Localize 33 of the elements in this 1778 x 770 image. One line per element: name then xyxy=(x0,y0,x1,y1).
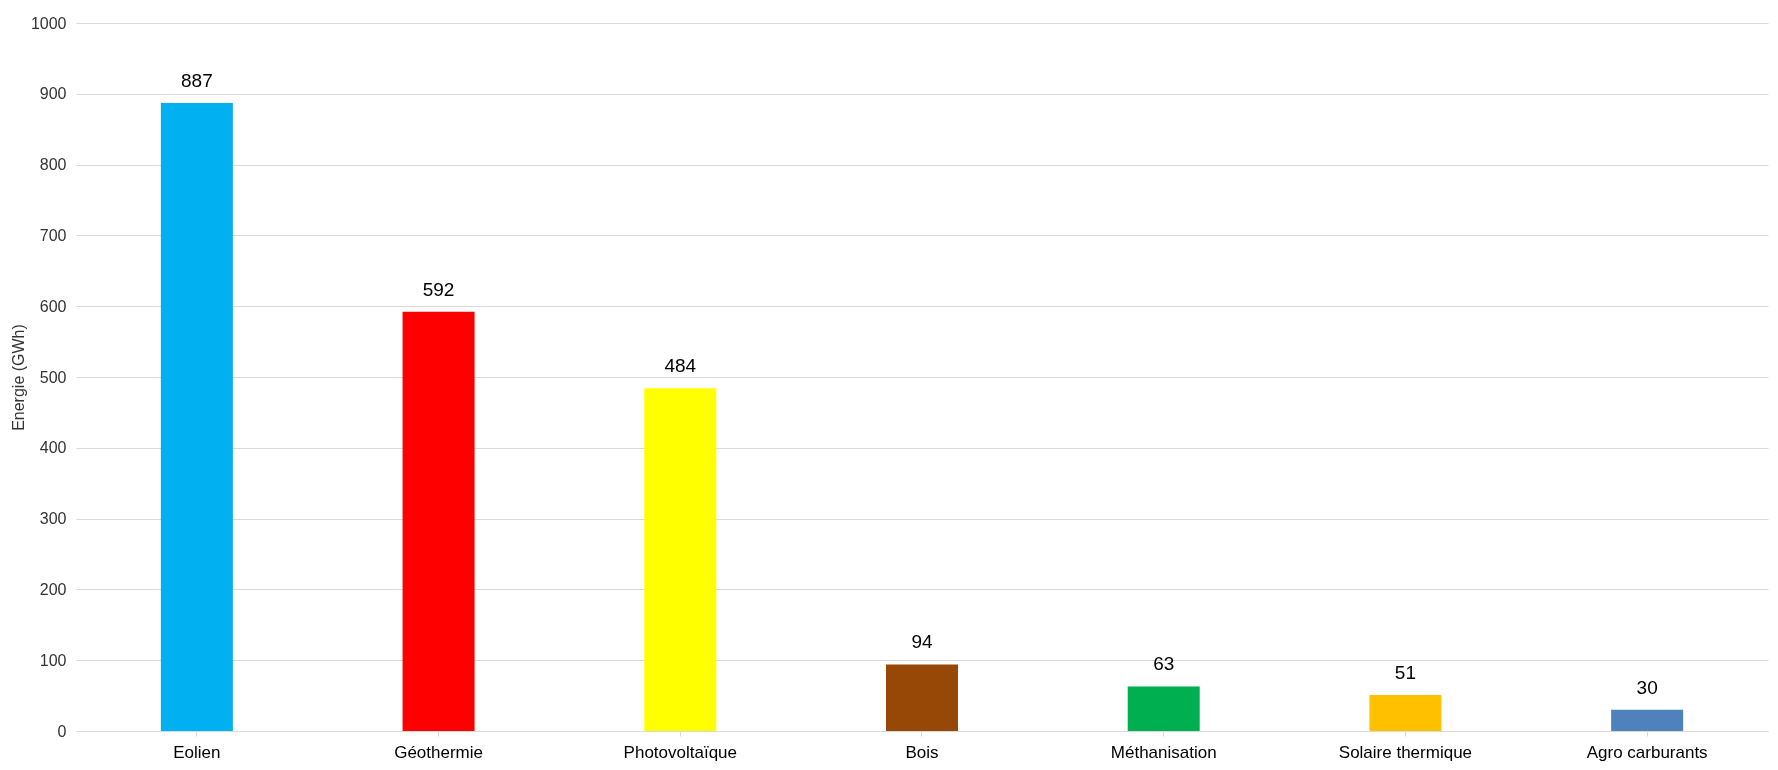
x-tick-label: Eolien xyxy=(173,742,221,762)
bar xyxy=(644,388,717,731)
bar xyxy=(1369,694,1442,731)
y-tick-label: 0 xyxy=(57,722,67,740)
data-label: 887 xyxy=(181,70,213,91)
x-tick-label: Agro carburants xyxy=(1586,742,1708,762)
data-label: 51 xyxy=(1394,661,1416,683)
data-label: 30 xyxy=(1636,676,1658,698)
bar xyxy=(402,311,475,731)
y-tick-label: 800 xyxy=(39,156,67,174)
x-tick-label: Géothermie xyxy=(394,742,483,762)
bar xyxy=(1127,686,1200,731)
y-tick-label: 700 xyxy=(39,226,67,244)
y-tick-label: 300 xyxy=(39,510,67,528)
bar xyxy=(1611,709,1684,731)
y-tick-label: 1000 xyxy=(30,14,67,32)
data-label: 592 xyxy=(422,278,455,300)
y-tick-label: 900 xyxy=(39,85,67,103)
y-tick-label: 600 xyxy=(39,297,67,315)
bar xyxy=(160,103,233,731)
bar xyxy=(886,664,958,731)
x-tick-label: Bois xyxy=(905,742,939,762)
y-axis-title: Energie (GWh) xyxy=(9,324,27,431)
y-tick-label: 500 xyxy=(39,368,67,386)
x-tick-label: Photovoltaïque xyxy=(623,742,737,762)
data-label: 94 xyxy=(911,631,933,653)
y-tick-label: 100 xyxy=(39,651,67,669)
y-tick-label: 400 xyxy=(39,439,67,457)
data-label: 63 xyxy=(1153,653,1175,675)
x-tick-label: Méthanisation xyxy=(1110,742,1217,762)
data-label: 484 xyxy=(664,355,697,377)
y-tick-label: 200 xyxy=(39,580,67,598)
x-tick-label: Solaire thermique xyxy=(1338,742,1473,762)
